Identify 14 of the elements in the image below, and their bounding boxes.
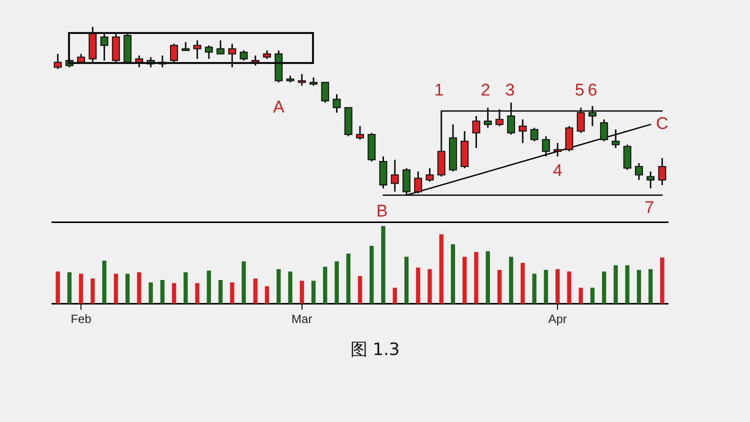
annotation: A	[272, 97, 285, 116]
x-tick-label: Mar	[292, 312, 312, 326]
annotation: 2	[480, 80, 490, 100]
text: B	[376, 202, 388, 221]
x-tick-label: Feb	[70, 312, 92, 326]
x-tick-label: Apr	[548, 312, 567, 326]
caption: 图 1.3	[349, 339, 401, 361]
annotation: 1	[434, 80, 444, 100]
annotation: 3	[505, 80, 515, 100]
annotation: C	[656, 114, 668, 134]
annotation: 6	[588, 80, 598, 100]
text: 7	[644, 198, 654, 218]
annotation: 5	[574, 80, 584, 100]
annotation: 4	[552, 161, 562, 180]
